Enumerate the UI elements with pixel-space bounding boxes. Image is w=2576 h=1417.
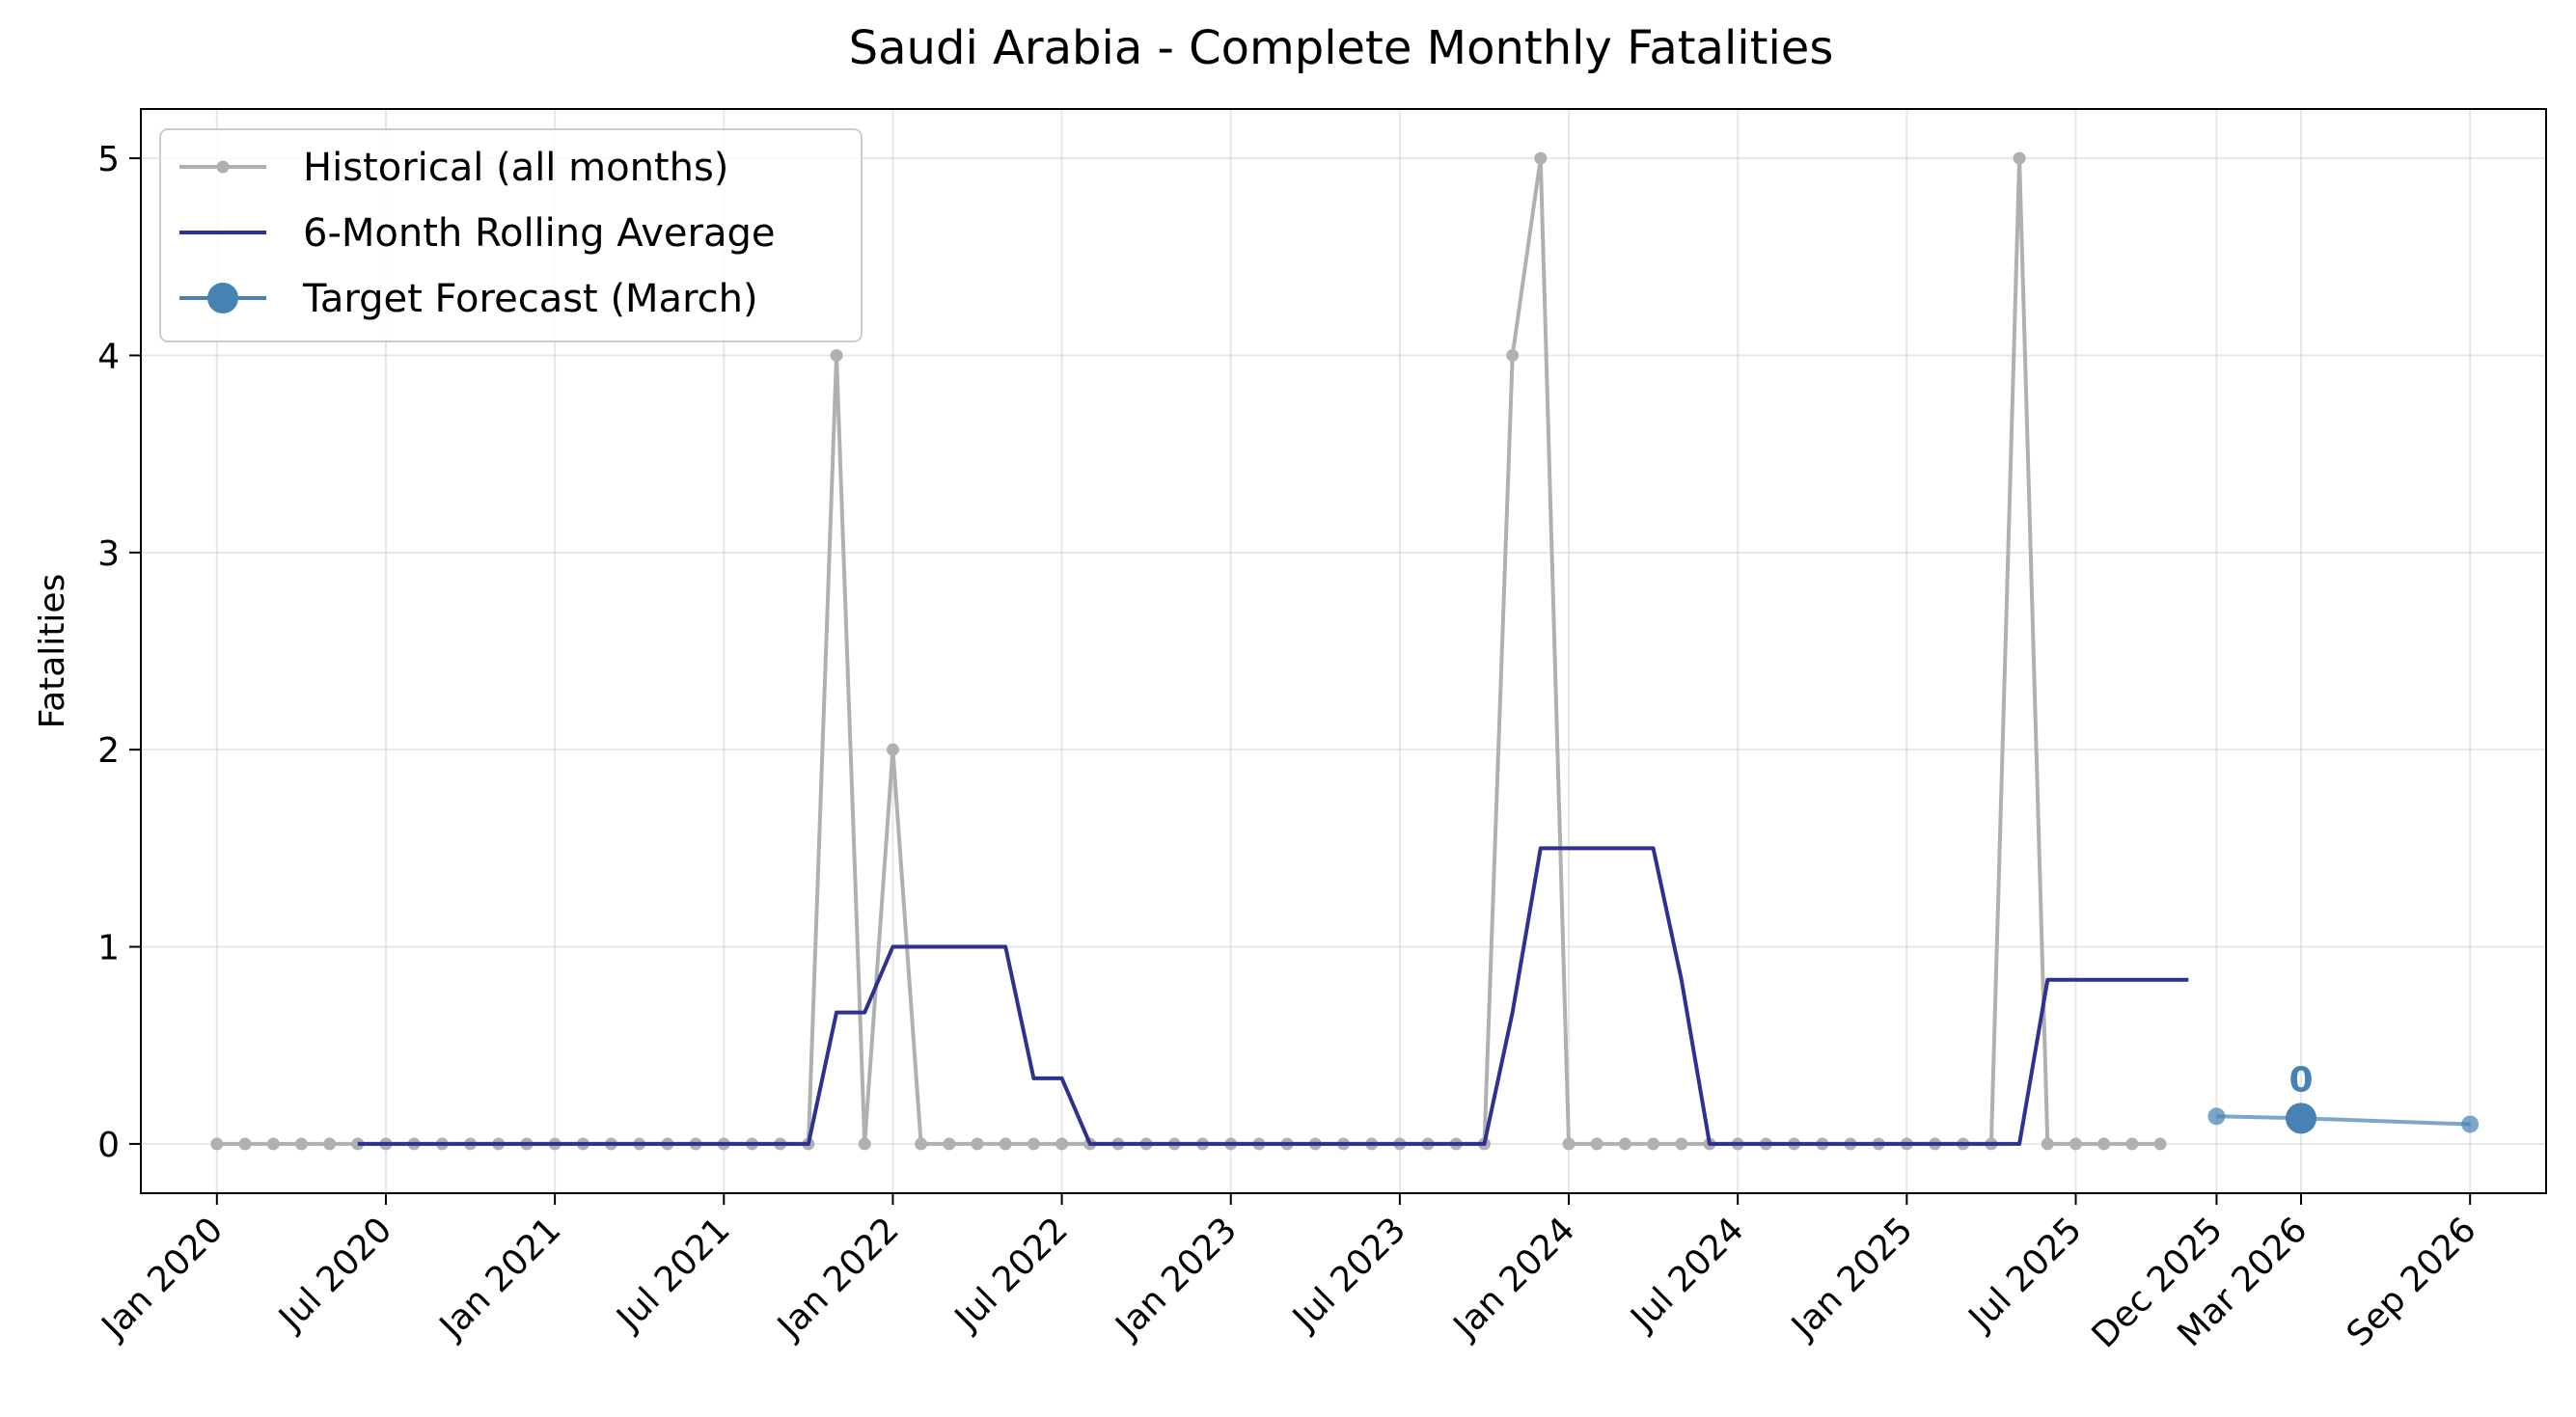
historical-point [1618,1137,1631,1151]
legend-historical-label: Historical (all months) [303,146,728,190]
historical-point [1590,1137,1603,1151]
historical-point [971,1137,984,1151]
plot-frame [140,108,2547,1194]
forecast-point [2461,1115,2480,1133]
historical-point [1675,1137,1688,1151]
historical-point [1534,151,1548,165]
historical-point [2125,1137,2139,1151]
plot-area: 0 [210,151,2480,1151]
historical-point [1647,1137,1660,1151]
legend: Historical (all months) 6-Month Rolling A… [159,128,863,342]
historical-point [238,1137,252,1151]
y-tick-label: 4 [97,337,120,376]
rolling-average-line [357,846,2189,1146]
historical-point [2153,1137,2167,1151]
historical-point [999,1137,1012,1151]
y-tick-label: 2 [97,731,120,771]
historical-point [351,1137,365,1151]
y-tick-label: 5 [97,140,120,179]
historical-point [915,1137,928,1151]
forecast-point [2207,1107,2226,1126]
legend-box [159,128,863,342]
y-axis: 0 1 2 3 4 5 [97,140,141,1165]
legend-target-forecast-marker [207,283,238,313]
historical-point [2097,1137,2111,1151]
legend-historical-marker [216,160,230,174]
legend-rolling-average-label: 6-Month Rolling Average [303,211,776,256]
target-forecast-label: 0 [2288,1060,2313,1100]
historical-point [2041,1137,2054,1151]
target-forecast-point [2286,1103,2317,1134]
historical-point [210,1137,224,1151]
historical-point [294,1137,308,1151]
historical-point [2069,1137,2082,1151]
historical-point [2013,151,2026,165]
historical-point [323,1137,337,1151]
historical-point [858,1137,871,1151]
historical-point [886,743,899,756]
y-tick-label: 0 [97,1126,120,1165]
historical-point [943,1137,956,1151]
historical-point [1506,348,1520,362]
y-tick-label: 1 [97,929,120,968]
legend-target-forecast-label: Target Forecast (March) [302,277,758,321]
historical-point [266,1137,280,1151]
historical-point [1027,1137,1040,1151]
chart-title: Saudi Arabia - Complete Monthly Fataliti… [849,21,1834,75]
historical-point [1055,1137,1069,1151]
y-axis-label: Fatalities [33,574,72,729]
historical-point [830,348,843,362]
historical-point [1562,1137,1576,1151]
y-tick-label: 3 [97,534,120,574]
